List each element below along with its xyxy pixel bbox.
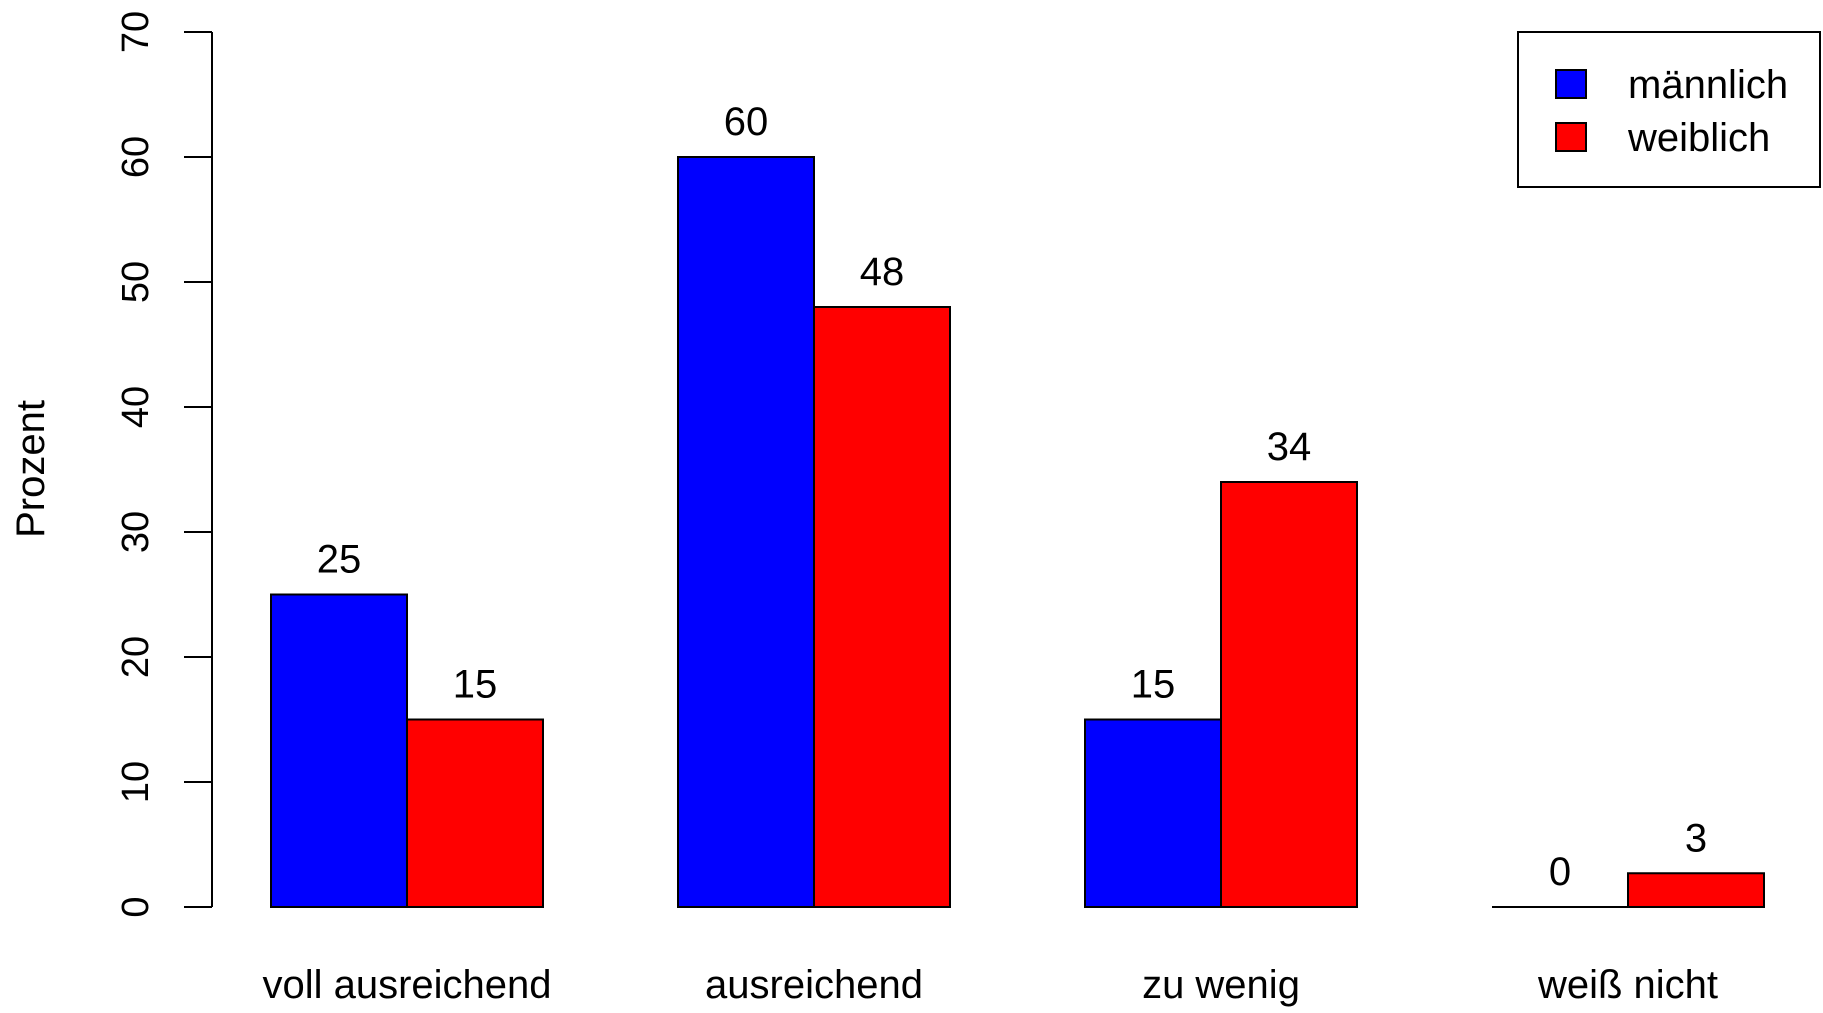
value-label: 34 xyxy=(1267,425,1312,469)
bar-weiblich xyxy=(406,718,544,908)
value-label: 25 xyxy=(317,538,362,582)
bars-group xyxy=(270,156,1765,908)
legend-label: weiblich xyxy=(1627,116,1770,160)
y-tick-label: 50 xyxy=(115,261,157,303)
y-tick-label: 60 xyxy=(115,136,157,178)
value-label: 0 xyxy=(1549,850,1571,894)
bar-maennlich xyxy=(1084,718,1222,908)
category-label: voll ausreichend xyxy=(262,963,551,1007)
legend-swatch xyxy=(1555,69,1587,99)
value-label: 3 xyxy=(1685,816,1707,860)
bar-weiblich xyxy=(813,306,951,908)
bar-maennlich xyxy=(270,593,408,908)
y-axis-title: Prozent xyxy=(9,400,53,538)
y-tick-label: 10 xyxy=(115,761,157,803)
legend-box xyxy=(1517,31,1821,188)
value-label: 15 xyxy=(453,663,498,707)
y-tick-label: 70 xyxy=(115,11,157,53)
legend-label: männlich xyxy=(1628,63,1788,107)
category-label: weiß nicht xyxy=(1537,963,1718,1007)
y-axis: 0 10 20 30 40 50 60 70 xyxy=(115,11,213,918)
bar-weiblich xyxy=(1627,872,1765,908)
value-label: 15 xyxy=(1131,663,1176,707)
x-axis-labels: voll ausreichend ausreichend zu wenig weiß … xyxy=(262,963,1718,1007)
y-tick-label: 0 xyxy=(115,896,157,917)
y-tick-label: 30 xyxy=(115,511,157,553)
value-label: 60 xyxy=(724,100,769,144)
y-tick-label: 20 xyxy=(115,636,157,678)
bar-weiblich xyxy=(1220,481,1358,908)
value-label: 48 xyxy=(860,250,905,294)
value-labels-group: 25 15 60 48 15 34 0 3 xyxy=(317,100,1707,894)
y-tick-label: 40 xyxy=(115,386,157,428)
legend-swatch xyxy=(1555,122,1587,152)
category-label: ausreichend xyxy=(705,963,923,1007)
category-label: zu wenig xyxy=(1142,963,1300,1007)
legend: männlich weiblich xyxy=(1517,31,1821,188)
bar-maennlich xyxy=(677,156,815,908)
